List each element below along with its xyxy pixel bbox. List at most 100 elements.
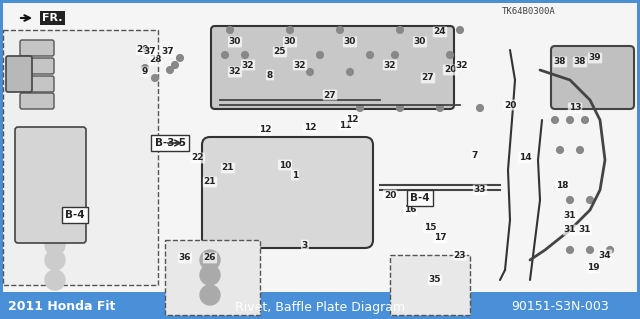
Text: 8: 8 bbox=[267, 70, 273, 79]
Circle shape bbox=[172, 62, 179, 69]
Text: Rivet, Baffle Plate Diagram: Rivet, Baffle Plate Diagram bbox=[235, 300, 405, 314]
Circle shape bbox=[566, 247, 573, 254]
Text: 30: 30 bbox=[344, 38, 356, 47]
Text: 2011 Honda Fit: 2011 Honda Fit bbox=[8, 300, 115, 314]
FancyBboxPatch shape bbox=[20, 76, 54, 92]
Text: 26: 26 bbox=[204, 254, 216, 263]
Text: 30: 30 bbox=[284, 38, 296, 47]
Text: 38: 38 bbox=[573, 57, 586, 66]
Circle shape bbox=[436, 105, 444, 112]
Circle shape bbox=[141, 64, 148, 71]
Text: 18: 18 bbox=[556, 181, 568, 189]
Text: 90151-S3N-003: 90151-S3N-003 bbox=[511, 300, 609, 314]
FancyBboxPatch shape bbox=[20, 58, 54, 74]
Circle shape bbox=[45, 218, 65, 238]
Text: 17: 17 bbox=[434, 234, 446, 242]
Text: 15: 15 bbox=[424, 224, 436, 233]
Circle shape bbox=[307, 69, 314, 76]
Text: 32: 32 bbox=[228, 68, 241, 77]
Text: 31: 31 bbox=[579, 226, 591, 234]
Text: 24: 24 bbox=[434, 27, 446, 36]
Circle shape bbox=[367, 51, 374, 58]
Bar bbox=[0, 295, 640, 319]
Circle shape bbox=[227, 26, 234, 33]
Text: 39: 39 bbox=[589, 54, 602, 63]
Text: 37: 37 bbox=[162, 48, 174, 56]
Text: 10: 10 bbox=[279, 160, 291, 169]
Circle shape bbox=[397, 26, 403, 33]
FancyBboxPatch shape bbox=[390, 255, 470, 315]
Circle shape bbox=[477, 105, 483, 112]
Text: 9: 9 bbox=[142, 68, 148, 77]
Circle shape bbox=[447, 51, 454, 58]
Text: 13: 13 bbox=[569, 103, 581, 113]
Text: 16: 16 bbox=[404, 205, 416, 214]
Circle shape bbox=[566, 197, 573, 204]
Text: 23: 23 bbox=[454, 250, 467, 259]
FancyBboxPatch shape bbox=[20, 40, 54, 56]
Text: 21: 21 bbox=[221, 164, 234, 173]
Text: 32: 32 bbox=[456, 61, 468, 70]
Circle shape bbox=[45, 270, 65, 290]
Text: 12: 12 bbox=[259, 125, 271, 135]
Circle shape bbox=[346, 69, 353, 76]
Circle shape bbox=[356, 105, 364, 112]
Circle shape bbox=[586, 197, 593, 204]
Text: FR.: FR. bbox=[42, 13, 63, 23]
Circle shape bbox=[582, 116, 589, 123]
Text: 33: 33 bbox=[474, 186, 486, 195]
Text: 3: 3 bbox=[302, 241, 308, 249]
Text: 22: 22 bbox=[192, 153, 204, 162]
Text: 31: 31 bbox=[564, 211, 576, 219]
Text: 32: 32 bbox=[294, 61, 307, 70]
Circle shape bbox=[566, 116, 573, 123]
Text: 27: 27 bbox=[422, 73, 435, 83]
FancyBboxPatch shape bbox=[3, 30, 158, 285]
Text: 35: 35 bbox=[429, 276, 441, 285]
Text: 20: 20 bbox=[504, 100, 516, 109]
Circle shape bbox=[586, 247, 593, 254]
Text: 30: 30 bbox=[414, 38, 426, 47]
Text: 36: 36 bbox=[179, 254, 191, 263]
Circle shape bbox=[557, 146, 563, 153]
Text: 12: 12 bbox=[346, 115, 358, 124]
FancyBboxPatch shape bbox=[165, 240, 260, 315]
Text: 1: 1 bbox=[292, 170, 298, 180]
FancyBboxPatch shape bbox=[202, 137, 373, 248]
FancyBboxPatch shape bbox=[20, 93, 54, 109]
Text: B-4: B-4 bbox=[65, 210, 85, 220]
Text: 30: 30 bbox=[229, 38, 241, 47]
Circle shape bbox=[200, 250, 220, 270]
Circle shape bbox=[337, 26, 344, 33]
Circle shape bbox=[45, 235, 65, 255]
Text: B-3-5: B-3-5 bbox=[154, 138, 186, 148]
Text: 19: 19 bbox=[587, 263, 599, 272]
Circle shape bbox=[607, 247, 614, 254]
FancyBboxPatch shape bbox=[6, 56, 32, 92]
Text: 7: 7 bbox=[472, 151, 478, 160]
Circle shape bbox=[552, 116, 559, 123]
Circle shape bbox=[200, 285, 220, 305]
Circle shape bbox=[177, 55, 184, 62]
Circle shape bbox=[152, 75, 159, 81]
Circle shape bbox=[317, 51, 323, 58]
Circle shape bbox=[166, 66, 173, 73]
Text: FR.: FR. bbox=[42, 13, 63, 23]
FancyBboxPatch shape bbox=[211, 26, 454, 109]
Text: 27: 27 bbox=[324, 91, 336, 100]
Circle shape bbox=[45, 250, 65, 270]
Text: 34: 34 bbox=[598, 250, 611, 259]
Circle shape bbox=[577, 146, 584, 153]
Text: 32: 32 bbox=[242, 61, 254, 70]
Circle shape bbox=[392, 51, 399, 58]
Text: 20: 20 bbox=[444, 65, 456, 75]
Text: 14: 14 bbox=[518, 153, 531, 162]
Text: 12: 12 bbox=[304, 123, 316, 132]
Text: B-4: B-4 bbox=[410, 193, 430, 203]
Circle shape bbox=[397, 105, 403, 112]
Circle shape bbox=[200, 265, 220, 285]
Text: 20: 20 bbox=[384, 190, 396, 199]
Text: 37: 37 bbox=[144, 48, 156, 56]
FancyBboxPatch shape bbox=[551, 46, 634, 109]
Text: 11: 11 bbox=[339, 121, 351, 130]
